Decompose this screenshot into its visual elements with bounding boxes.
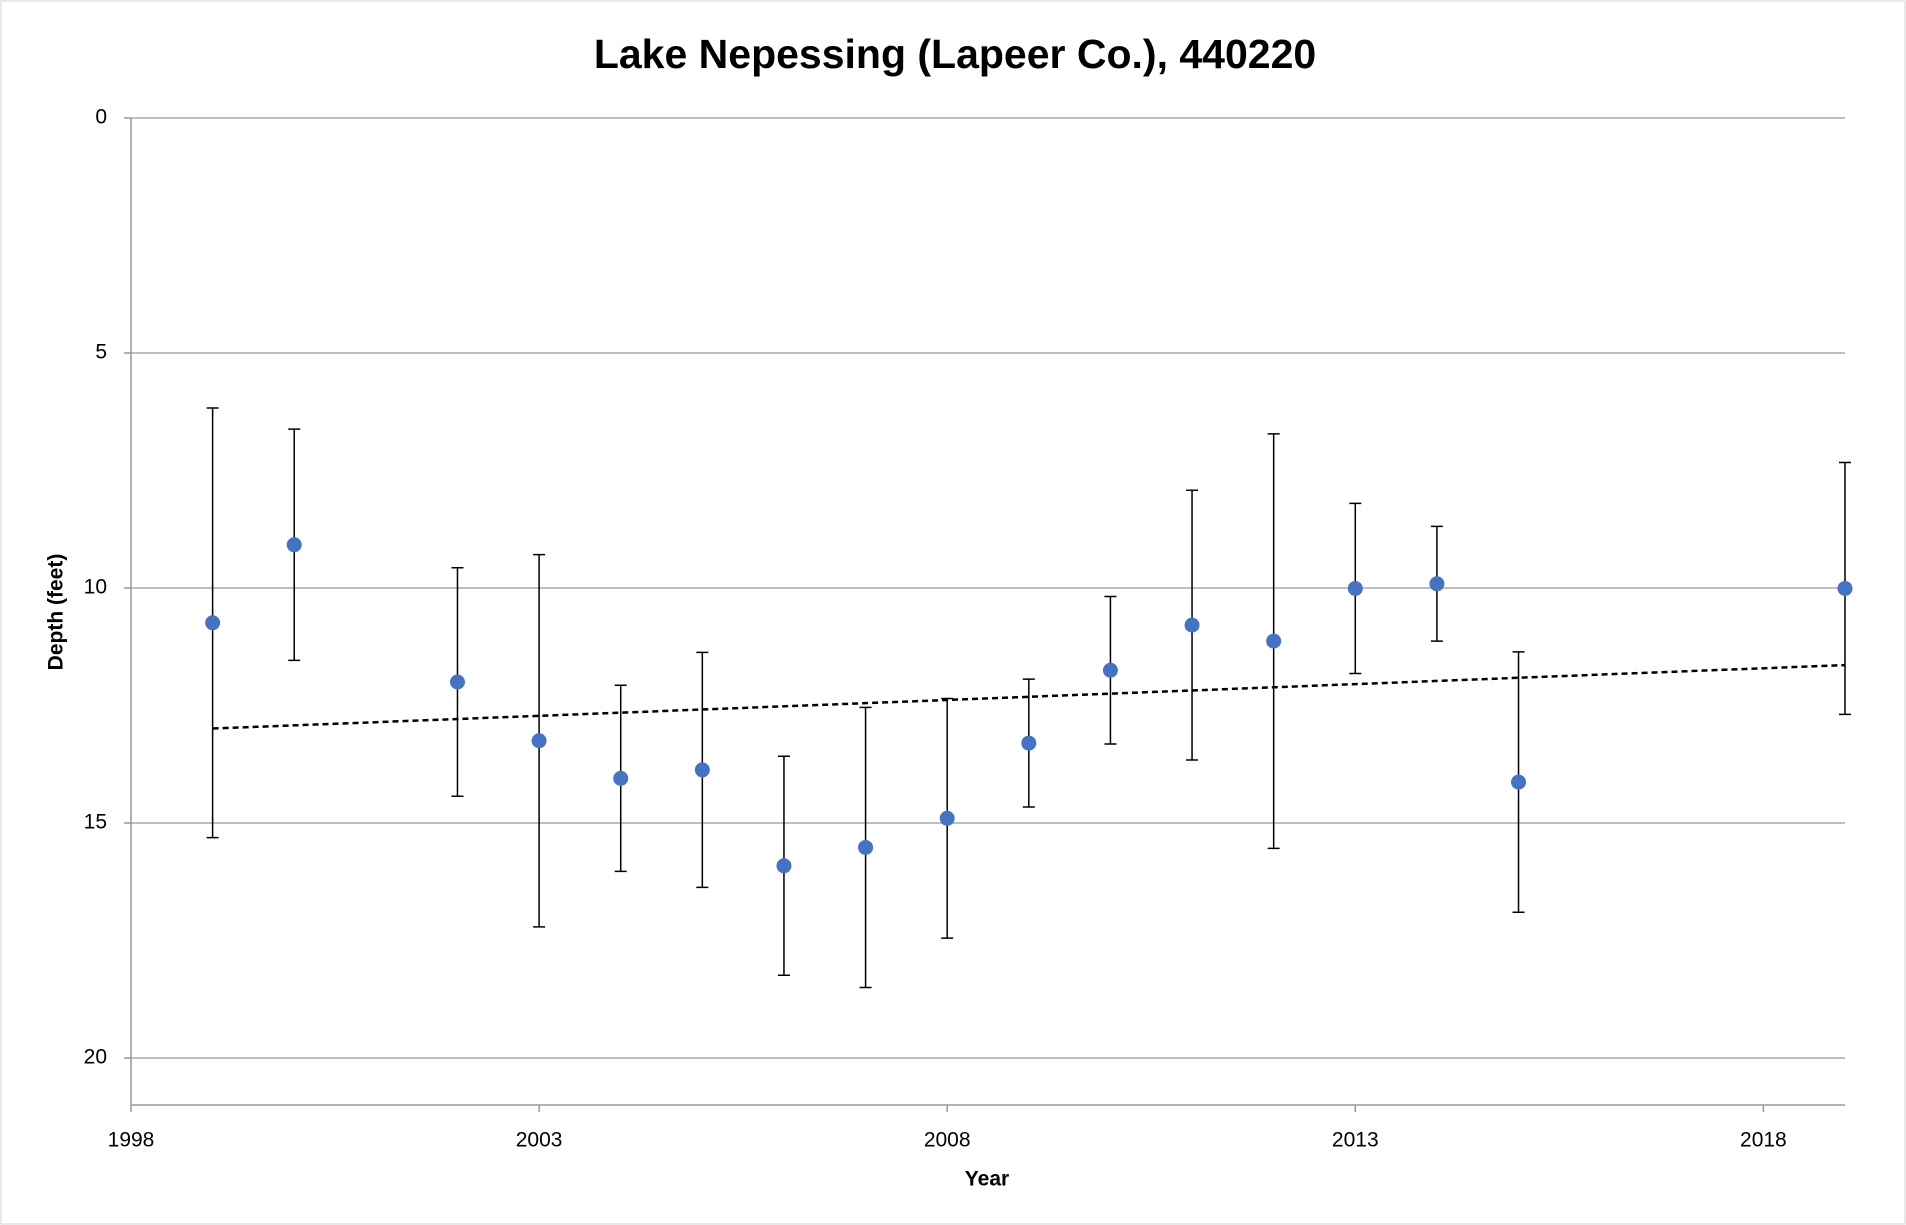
y-tick-label: 5: [95, 341, 107, 364]
data-point: [1102, 662, 1118, 678]
y-tick-label: 15: [84, 811, 107, 834]
trendline: [212, 663, 1846, 730]
x-tick-label: 2018: [1740, 1129, 1787, 1152]
chart-title: Lake Nepessing (Lapeer Co.), 440220: [594, 31, 1316, 77]
data-point: [613, 770, 629, 786]
data-point: [1347, 580, 1363, 596]
data-point: [1429, 576, 1445, 592]
data-point: [1021, 735, 1037, 751]
data-point: [1511, 774, 1527, 790]
data-point: [694, 762, 710, 778]
y-tick-label: 10: [84, 576, 107, 599]
data-point: [286, 537, 302, 553]
data-point: [939, 810, 955, 826]
data-point: [858, 839, 874, 855]
data-point: [531, 733, 547, 749]
data-point: [1837, 580, 1853, 596]
y-tick-label: 20: [84, 1046, 107, 1069]
data-point: [776, 858, 792, 874]
data-point: [1184, 617, 1200, 633]
x-axis-label: Year: [965, 1168, 1009, 1191]
data-point: [449, 674, 465, 690]
y-axis-label: Depth (feet): [45, 554, 68, 671]
data-point: [205, 615, 221, 631]
data-point: [1266, 633, 1282, 649]
x-tick-label: 2003: [516, 1129, 563, 1152]
y-tick-label: 0: [95, 106, 107, 129]
x-tick-label: 2013: [1332, 1129, 1379, 1152]
x-tick-label: 2008: [924, 1129, 971, 1152]
x-tick-label: 1998: [108, 1129, 155, 1152]
